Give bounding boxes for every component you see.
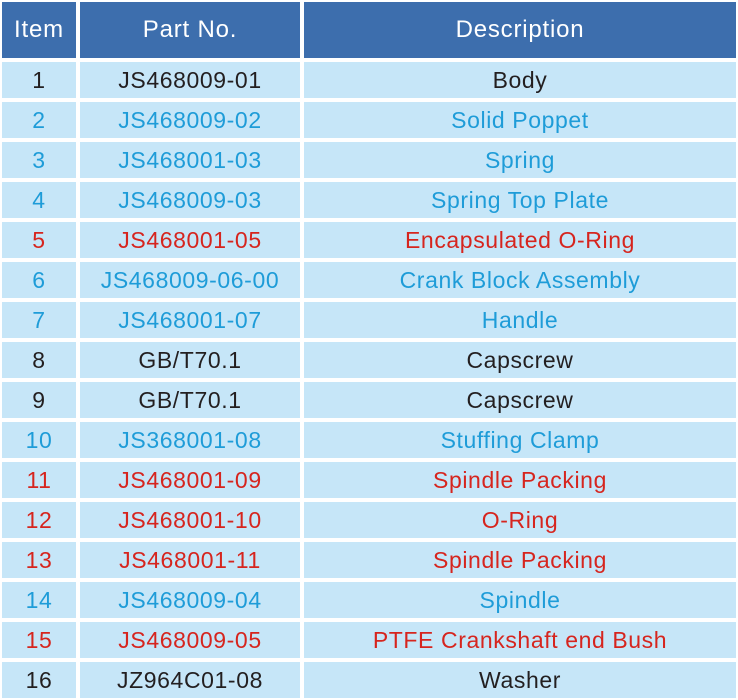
- table-row: 10 JS368001-08 Stuffing Clamp: [2, 422, 736, 458]
- item-number-cell: 11: [2, 462, 76, 498]
- description-cell: Washer: [304, 662, 736, 698]
- description-cell: Spring Top Plate: [304, 182, 736, 218]
- part-no-cell: JZ964C01-08: [80, 662, 300, 698]
- part-no-cell: GB/T70.1: [80, 342, 300, 378]
- description-cell: Spindle Packing: [304, 462, 736, 498]
- table-row: 14 JS468009-04 Spindle: [2, 582, 736, 618]
- part-no-cell: JS468001-05: [80, 222, 300, 258]
- table-row: 11 JS468001-09 Spindle Packing: [2, 462, 736, 498]
- part-no-cell: JS468009-06-00: [80, 262, 300, 298]
- item-number-cell: 14: [2, 582, 76, 618]
- item-number-cell: 5: [2, 222, 76, 258]
- table-body: 1 JS468009-01 Body 2 JS468009-02 Solid P…: [2, 62, 736, 698]
- part-no-cell: JS468009-04: [80, 582, 300, 618]
- item-number-cell: 3: [2, 142, 76, 178]
- table-row: 7 JS468001-07 Handle: [2, 302, 736, 338]
- part-no-cell: JS468001-11: [80, 542, 300, 578]
- item-number-cell: 7: [2, 302, 76, 338]
- item-number-cell: 15: [2, 622, 76, 658]
- description-cell: Stuffing Clamp: [304, 422, 736, 458]
- description-cell: Handle: [304, 302, 736, 338]
- column-header-part-no: Part No.: [80, 2, 300, 58]
- description-cell: Solid Poppet: [304, 102, 736, 138]
- part-no-cell: JS468009-02: [80, 102, 300, 138]
- description-cell: Spindle: [304, 582, 736, 618]
- part-no-cell: JS368001-08: [80, 422, 300, 458]
- item-number-cell: 12: [2, 502, 76, 538]
- description-cell: Body: [304, 62, 736, 98]
- item-number-cell: 1: [2, 62, 76, 98]
- description-cell: Crank Block Assembly: [304, 262, 736, 298]
- part-no-cell: JS468001-10: [80, 502, 300, 538]
- description-cell: Encapsulated O-Ring: [304, 222, 736, 258]
- table-row: 6 JS468009-06-00 Crank Block Assembly: [2, 262, 736, 298]
- item-number-cell: 2: [2, 102, 76, 138]
- table-row: 13 JS468001-11 Spindle Packing: [2, 542, 736, 578]
- table-row: 15 JS468009-05 PTFE Crankshaft end Bush: [2, 622, 736, 658]
- description-cell: Capscrew: [304, 382, 736, 418]
- part-no-cell: JS468001-07: [80, 302, 300, 338]
- item-number-cell: 13: [2, 542, 76, 578]
- item-number-cell: 6: [2, 262, 76, 298]
- part-no-cell: JS468001-09: [80, 462, 300, 498]
- part-no-cell: GB/T70.1: [80, 382, 300, 418]
- table-row: 1 JS468009-01 Body: [2, 62, 736, 98]
- description-cell: Spring: [304, 142, 736, 178]
- item-number-cell: 9: [2, 382, 76, 418]
- item-number-cell: 4: [2, 182, 76, 218]
- table-row: 2 JS468009-02 Solid Poppet: [2, 102, 736, 138]
- column-header-item: Item: [2, 2, 76, 58]
- part-no-cell: JS468009-03: [80, 182, 300, 218]
- column-header-description: Description: [304, 2, 736, 58]
- part-no-cell: JS468009-05: [80, 622, 300, 658]
- description-cell: Capscrew: [304, 342, 736, 378]
- item-number-cell: 10: [2, 422, 76, 458]
- item-number-cell: 16: [2, 662, 76, 698]
- table-row: 8 GB/T70.1 Capscrew: [2, 342, 736, 378]
- table-row: 5 JS468001-05 Encapsulated O-Ring: [2, 222, 736, 258]
- item-number-cell: 8: [2, 342, 76, 378]
- description-cell: O-Ring: [304, 502, 736, 538]
- table-header-row: Item Part No. Description: [2, 2, 736, 58]
- part-no-cell: JS468009-01: [80, 62, 300, 98]
- table-row: 9 GB/T70.1 Capscrew: [2, 382, 736, 418]
- table-row: 12 JS468001-10 O-Ring: [2, 502, 736, 538]
- table-row: 3 JS468001-03 Spring: [2, 142, 736, 178]
- description-cell: PTFE Crankshaft end Bush: [304, 622, 736, 658]
- table-row: 4 JS468009-03 Spring Top Plate: [2, 182, 736, 218]
- part-no-cell: JS468001-03: [80, 142, 300, 178]
- description-cell: Spindle Packing: [304, 542, 736, 578]
- table-row: 16 JZ964C01-08 Washer: [2, 662, 736, 698]
